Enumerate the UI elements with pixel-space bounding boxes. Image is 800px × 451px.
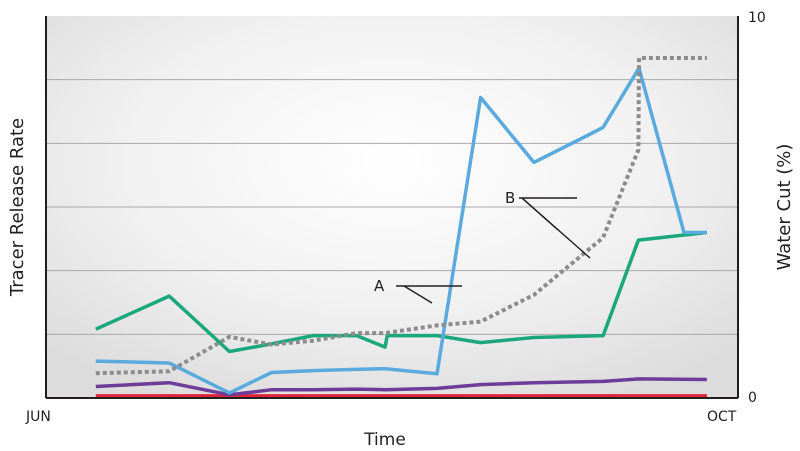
gridlines bbox=[46, 79, 738, 335]
x-tick-start: JUN bbox=[25, 409, 51, 425]
annotation-a-leaders bbox=[396, 285, 462, 304]
annotation-b-leaders bbox=[519, 197, 591, 259]
annotation-b-label: B bbox=[505, 189, 515, 207]
right-axis-label: Water Cut (%) bbox=[774, 144, 795, 271]
series-line-purple-tracer bbox=[95, 377, 707, 397]
x-tick-end: OCT bbox=[707, 409, 737, 425]
right-tick-top: 10 bbox=[748, 10, 766, 26]
series-group bbox=[95, 56, 708, 399]
annotation-a-label: A bbox=[374, 277, 385, 295]
series-line-green-tracer bbox=[95, 230, 708, 354]
left-axis-label: Tracer Release Rate bbox=[7, 118, 28, 297]
right-tick-bottom: 0 bbox=[748, 390, 757, 406]
x-axis-label: Time bbox=[363, 430, 406, 450]
series-line-blue-tracer bbox=[95, 66, 707, 395]
series-line-water-cut bbox=[95, 56, 707, 376]
